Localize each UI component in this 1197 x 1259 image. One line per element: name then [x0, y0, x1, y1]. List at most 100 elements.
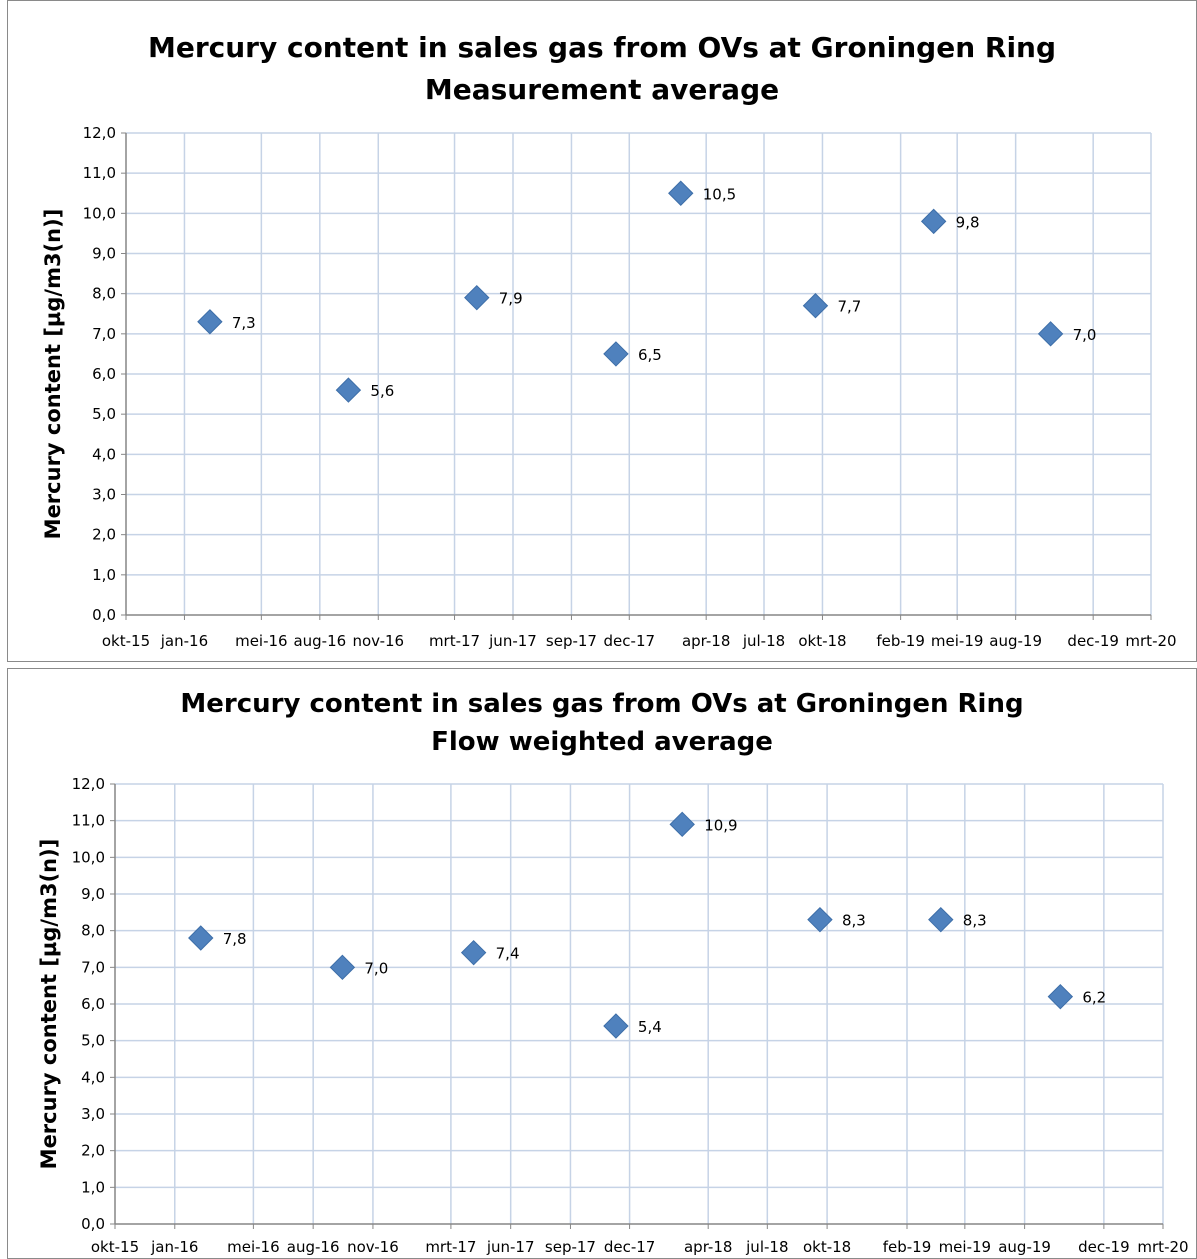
data-point-marker [1047, 983, 1074, 1010]
y-tick-label: 10,0 [83, 204, 116, 222]
data-point-marker [329, 954, 356, 981]
y-tick-label: 7,0 [92, 325, 116, 343]
x-tick-label: aug-19 [998, 1238, 1051, 1256]
y-tick-label: 3,0 [81, 1105, 105, 1123]
data-point-marker [188, 925, 214, 951]
y-tick-label: 2,0 [81, 1142, 105, 1160]
x-tick-label: jun-17 [488, 632, 537, 650]
data-label: 7,8 [223, 930, 247, 948]
y-tick-label: 1,0 [81, 1178, 105, 1196]
data-label: 6,2 [1082, 989, 1106, 1007]
x-tick-label: apr-18 [682, 632, 730, 650]
y-tick-label: 2,0 [92, 526, 116, 544]
x-tick-label: dec-17 [604, 1238, 656, 1256]
x-tick-label: aug-16 [293, 632, 346, 650]
x-tick-label: jul-18 [745, 1238, 788, 1256]
x-tick-label: jan-16 [160, 632, 208, 650]
x-tick-label: sep-17 [546, 632, 597, 650]
data-point-marker [669, 811, 695, 838]
x-tick-label: okt-18 [803, 1238, 851, 1256]
chart-title: Mercury content in sales gas from OVs at… [8, 27, 1196, 111]
x-tick-label: okt-15 [91, 1238, 139, 1256]
data-label: 7,0 [1073, 326, 1097, 344]
x-tick-label: mei-19 [939, 1238, 992, 1256]
y-tick-label: 5,0 [92, 405, 116, 423]
y-tick-label: 3,0 [92, 486, 116, 504]
chart-subtitle: Flow weighted average [431, 727, 773, 757]
gridlines [115, 783, 1164, 1224]
chart-panel-measurement-average: Mercury content in sales gas from OVs at… [7, 0, 1197, 662]
x-tick-label: mrt-20 [1137, 1238, 1188, 1256]
y-axis-label: Mercury content [µg/m3(n)] [37, 839, 61, 1170]
data-label: 7,7 [837, 298, 861, 316]
data-point-marker [603, 341, 629, 367]
y-tick-label: 0,0 [81, 1215, 105, 1233]
y-tick-label: 9,0 [92, 245, 116, 263]
chart-plot-flow-weighted-average: 0,0 1,0 2,0 3,0 4,0 5,0 6,0 7,0 8,0 9,0 10,0 11,0 12… [37, 775, 1189, 1256]
chart-title-line: Mercury content in sales gas from OVs at… [147, 31, 1057, 64]
data-label: 5,6 [370, 382, 394, 400]
chart-plot-measurement-average: 0,0 1,0 2,0 3,0 4,0 5,0 6,0 7,0 8,0 9,0 10,0 11,0 12… [41, 124, 1177, 650]
x-tick-label: okt-18 [798, 632, 846, 650]
x-tick-label: mrt-17 [429, 632, 480, 650]
y-tick-label: 11,0 [83, 164, 116, 182]
data-label: 8,3 [842, 912, 866, 930]
data-point-marker [464, 284, 490, 311]
y-tick-label: 8,0 [81, 922, 105, 940]
x-tick-label: mrt-17 [425, 1238, 476, 1256]
x-tick-label: apr-18 [684, 1238, 732, 1256]
data-label: 7,0 [364, 959, 388, 977]
x-tick-label: mei-19 [931, 632, 984, 650]
x-tick-label: jul-18 [742, 632, 785, 650]
x-tick-label: aug-16 [287, 1238, 340, 1256]
y-tick-label: 5,0 [81, 1032, 105, 1050]
x-tick-label: nov-16 [352, 632, 404, 650]
data-point-marker [603, 1013, 629, 1039]
data-label: 7,4 [496, 945, 520, 963]
chart-title: Mercury content in sales gas from OVs at… [8, 685, 1196, 761]
chart-title-line: Mercury content in sales gas from OVs at… [180, 689, 1024, 719]
data-label: 7,3 [232, 314, 256, 332]
y-tick-label: 6,0 [81, 995, 105, 1013]
x-tick-label: aug-19 [989, 632, 1042, 650]
data-point-marker [1037, 321, 1064, 347]
y-tick-label: 7,0 [81, 958, 105, 976]
x-tick-label: okt-15 [102, 632, 150, 650]
x-tick-label: dec-19 [1078, 1238, 1130, 1256]
data-label: 10,9 [704, 816, 737, 834]
data-label: 8,3 [963, 912, 987, 930]
data-point-marker [460, 939, 487, 966]
data-label: 6,5 [638, 346, 662, 364]
data-point-marker [335, 377, 362, 403]
data-label: 7,9 [499, 290, 523, 308]
data-label: 9,8 [956, 213, 980, 231]
y-tick-label: 0,0 [92, 606, 116, 624]
y-tick-label: 1,0 [92, 566, 116, 584]
y-tick-label: 12,0 [72, 775, 105, 793]
y-tick-label: 8,0 [92, 285, 116, 303]
x-tick-label: jan-16 [150, 1238, 198, 1256]
x-tick-label: feb-19 [883, 1238, 932, 1256]
y-tick-label: 10,0 [72, 848, 105, 866]
gridlines [126, 132, 1152, 615]
y-tick-label: 11,0 [72, 812, 105, 830]
data-point-marker [807, 906, 833, 933]
x-tick-label: sep-17 [545, 1238, 596, 1256]
x-tick-label: dec-17 [604, 632, 656, 650]
y-tick-label: 12,0 [83, 124, 116, 142]
data-point-marker [920, 208, 947, 235]
x-tick-label: dec-19 [1067, 632, 1119, 650]
data-point-marker [928, 906, 954, 933]
y-tick-label: 4,0 [92, 445, 116, 463]
x-tick-label: mrt-20 [1125, 632, 1176, 650]
data-label: 10,5 [703, 185, 736, 203]
data-point-marker [668, 180, 694, 206]
x-tick-label: nov-16 [347, 1238, 399, 1256]
x-tick-label: jun-17 [486, 1238, 535, 1256]
y-tick-label: 9,0 [81, 885, 105, 903]
x-tick-label: mei-16 [227, 1238, 280, 1256]
x-tick-label: feb-19 [876, 632, 925, 650]
x-tick-label: mei-16 [235, 632, 288, 650]
data-point-marker [197, 309, 223, 335]
chart-subtitle: Measurement average [424, 73, 780, 106]
